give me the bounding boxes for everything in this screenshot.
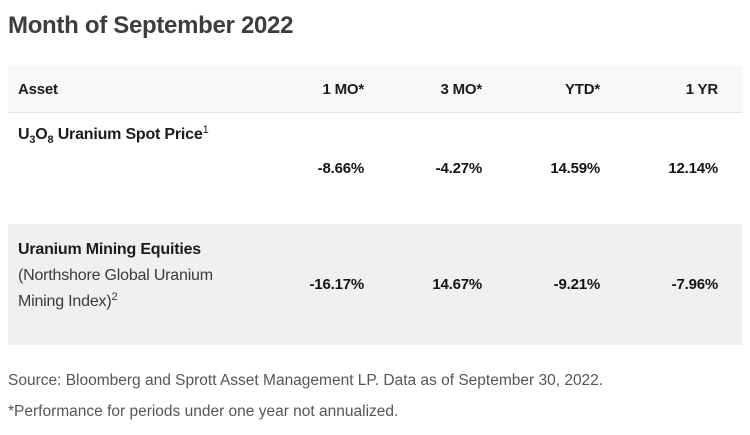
column-header-1yr: 1 YR	[685, 80, 718, 98]
asset-name-subtitle-line1: (Northshore Global Uranium	[18, 267, 213, 284]
asset-name-uranium-spot-price: U3O8 Uranium Spot Price1	[8, 113, 246, 224]
value-spot-ytd: 14.59%	[550, 160, 600, 177]
footnote-reference-1: 1	[202, 124, 209, 136]
column-header-asset: Asset	[18, 80, 58, 98]
column-header-1mo: 1 MO*	[322, 80, 364, 98]
value-equities-1mo: -16.17%	[309, 276, 365, 293]
asset-name-uranium-mining-equities: Uranium Mining Equities (Northshore Glob…	[8, 224, 246, 345]
column-header-ytd: YTD*	[564, 80, 600, 98]
value-spot-1yr: 12.14%	[668, 160, 718, 177]
source-attribution: Source: Bloomberg and Sprott Asset Manag…	[8, 372, 604, 389]
asset-name-main: Uranium Mining Equities	[18, 241, 201, 258]
chemical-subscript: 3	[29, 134, 36, 146]
performance-footnote: *Performance for periods under one year …	[8, 403, 399, 420]
performance-table: Asset 1 MO* 3 MO* YTD* 1 YR U3O8 Uranium…	[8, 66, 742, 345]
page-title: Month of September 2022	[8, 12, 294, 39]
value-spot-3mo: -4.27%	[435, 160, 483, 177]
table-header-row: Asset 1 MO* 3 MO* YTD* 1 YR	[8, 66, 742, 113]
table-row-uranium-mining-equities: Uranium Mining Equities (Northshore Glob…	[8, 224, 742, 345]
chemical-subscript: 8	[47, 134, 54, 146]
asset-name-part: O	[35, 126, 48, 143]
footnote-reference-2: 2	[111, 291, 118, 303]
value-equities-ytd: -9.21%	[553, 276, 601, 293]
asset-name-part: U	[18, 126, 30, 143]
table-footer: Source: Bloomberg and Sprott Asset Manag…	[8, 372, 742, 421]
value-equities-1yr: -7.96%	[671, 276, 719, 293]
table-row-uranium-spot-price: U3O8 Uranium Spot Price1 -8.66% -4.27% 1…	[8, 113, 742, 224]
value-equities-3mo: 14.67%	[432, 276, 482, 293]
asset-name-part: Uranium Spot Price	[53, 126, 203, 143]
asset-name-subtitle-line2: Mining Index)	[18, 293, 112, 310]
column-header-3mo: 3 MO*	[440, 80, 482, 98]
value-spot-1mo: -8.66%	[317, 160, 365, 177]
